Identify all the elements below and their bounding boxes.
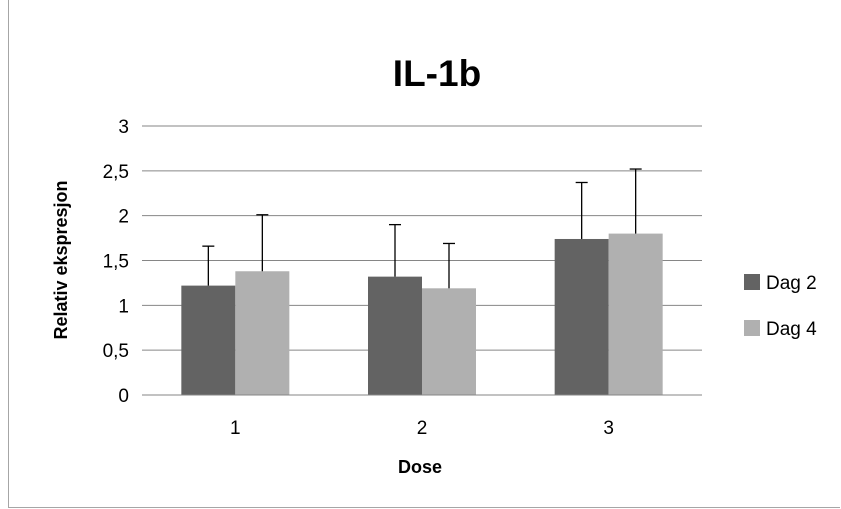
- x-tick-label: 3: [603, 418, 614, 439]
- y-tick-label: 1,5: [103, 252, 129, 273]
- y-tick-label: 3: [118, 117, 129, 138]
- y-tick-label: 0,5: [103, 341, 129, 362]
- bar-dag-2-dose-2: [368, 276, 422, 395]
- x-tick-label: 1: [230, 418, 241, 439]
- bar-dag-4-dose-3: [608, 233, 663, 395]
- legend-label: Dag 2: [766, 273, 817, 294]
- bar-dag-4-dose-1: [235, 271, 290, 395]
- chart-area: [8, 0, 840, 508]
- legend: Dag 2 Dag 4: [744, 273, 817, 340]
- bar-dag-4-dose-2: [422, 288, 476, 395]
- legend-label: Dag 4: [766, 319, 817, 340]
- y-tick-label: 0: [118, 386, 129, 407]
- bar-dag-2-dose-1: [181, 285, 236, 395]
- bars: [181, 233, 663, 395]
- legend-swatch: [744, 320, 760, 336]
- bar-dag-2-dose-3: [554, 238, 609, 395]
- error-bars: [202, 168, 642, 289]
- chart-title: IL-1b: [393, 53, 481, 94]
- x-axis-title: Dose: [398, 457, 442, 477]
- y-tick-label: 2,5: [103, 162, 129, 183]
- y-axis-ticks: 0 0,5 1 1,5 2 2,5 3: [103, 117, 129, 407]
- x-tick-label: 2: [417, 418, 428, 439]
- y-axis-title: Relativ ekspresjon: [51, 180, 71, 339]
- y-tick-label: 2: [118, 207, 129, 228]
- x-axis-ticks: 1 2 3: [230, 418, 614, 439]
- legend-swatch: [744, 274, 760, 290]
- y-tick-label: 1: [118, 296, 129, 317]
